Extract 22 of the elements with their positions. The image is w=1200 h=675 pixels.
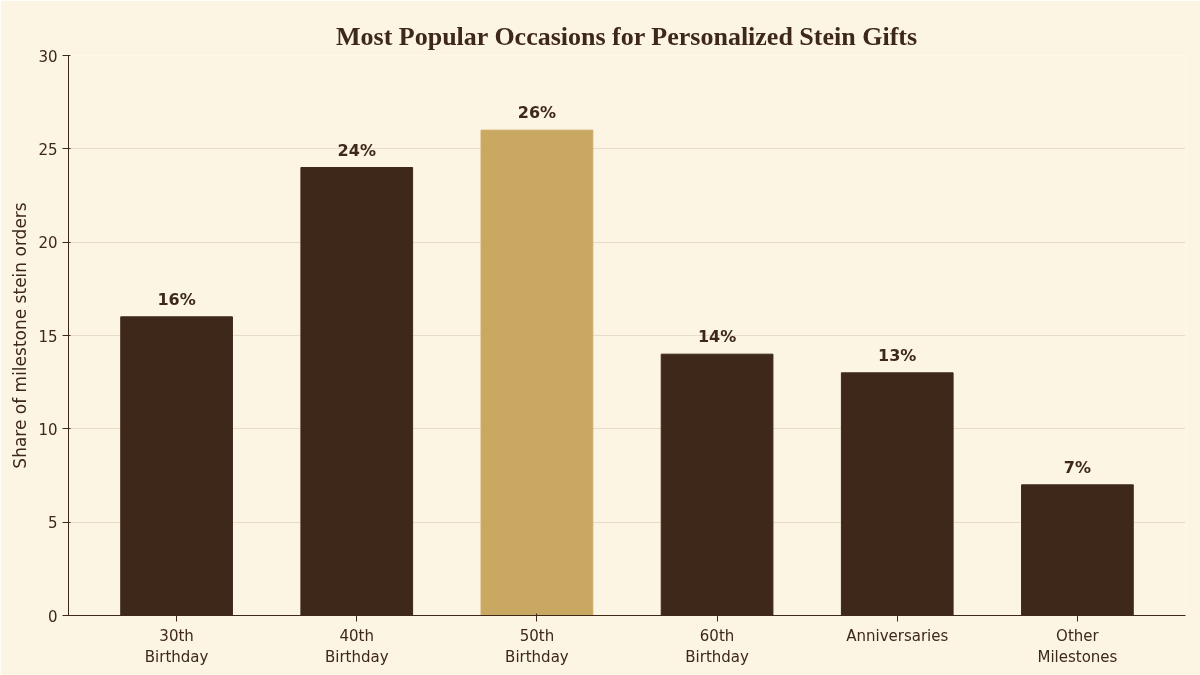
data-label: 13% [878, 345, 917, 365]
x-tick-label: Other Milestones [1037, 626, 1118, 667]
y-tick-label: 20 [38, 234, 58, 253]
y-tick-label: 10 [38, 420, 58, 439]
y-tick-label: 25 [38, 140, 58, 159]
x-tick-label: 30th Birthday [144, 626, 209, 667]
x-tick-label: Anniversaries [846, 626, 949, 645]
x-tick-label: 40th Birthday [324, 626, 389, 667]
x-tick-label: 50th Birthday [505, 626, 569, 667]
y-tick-label: 0 [47, 607, 58, 626]
y-tick-label: 30 [38, 47, 58, 66]
chart-title: Most Popular Occasions for Personalized Stein Gifts [335, 21, 918, 51]
data-label: 16% [157, 289, 196, 309]
y-axis-title: Share of milestone stein orders [10, 202, 31, 469]
data-label: 24% [337, 140, 376, 160]
y-tick-label: 5 [47, 514, 58, 533]
data-label: 26% [517, 103, 557, 123]
bar [480, 129, 594, 616]
x-tick-label: 60th Birthday [685, 626, 750, 667]
data-label: 14% [697, 327, 737, 347]
data-label: 7% [1063, 457, 1091, 477]
y-tick-label: 15 [38, 327, 58, 346]
